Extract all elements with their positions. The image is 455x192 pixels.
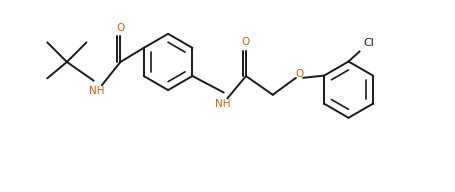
Text: Cl: Cl: [363, 38, 374, 48]
Text: NH: NH: [214, 99, 230, 109]
Text: O: O: [116, 23, 124, 33]
Text: O: O: [295, 69, 303, 79]
Text: NH: NH: [89, 86, 104, 96]
Text: O: O: [241, 37, 249, 47]
